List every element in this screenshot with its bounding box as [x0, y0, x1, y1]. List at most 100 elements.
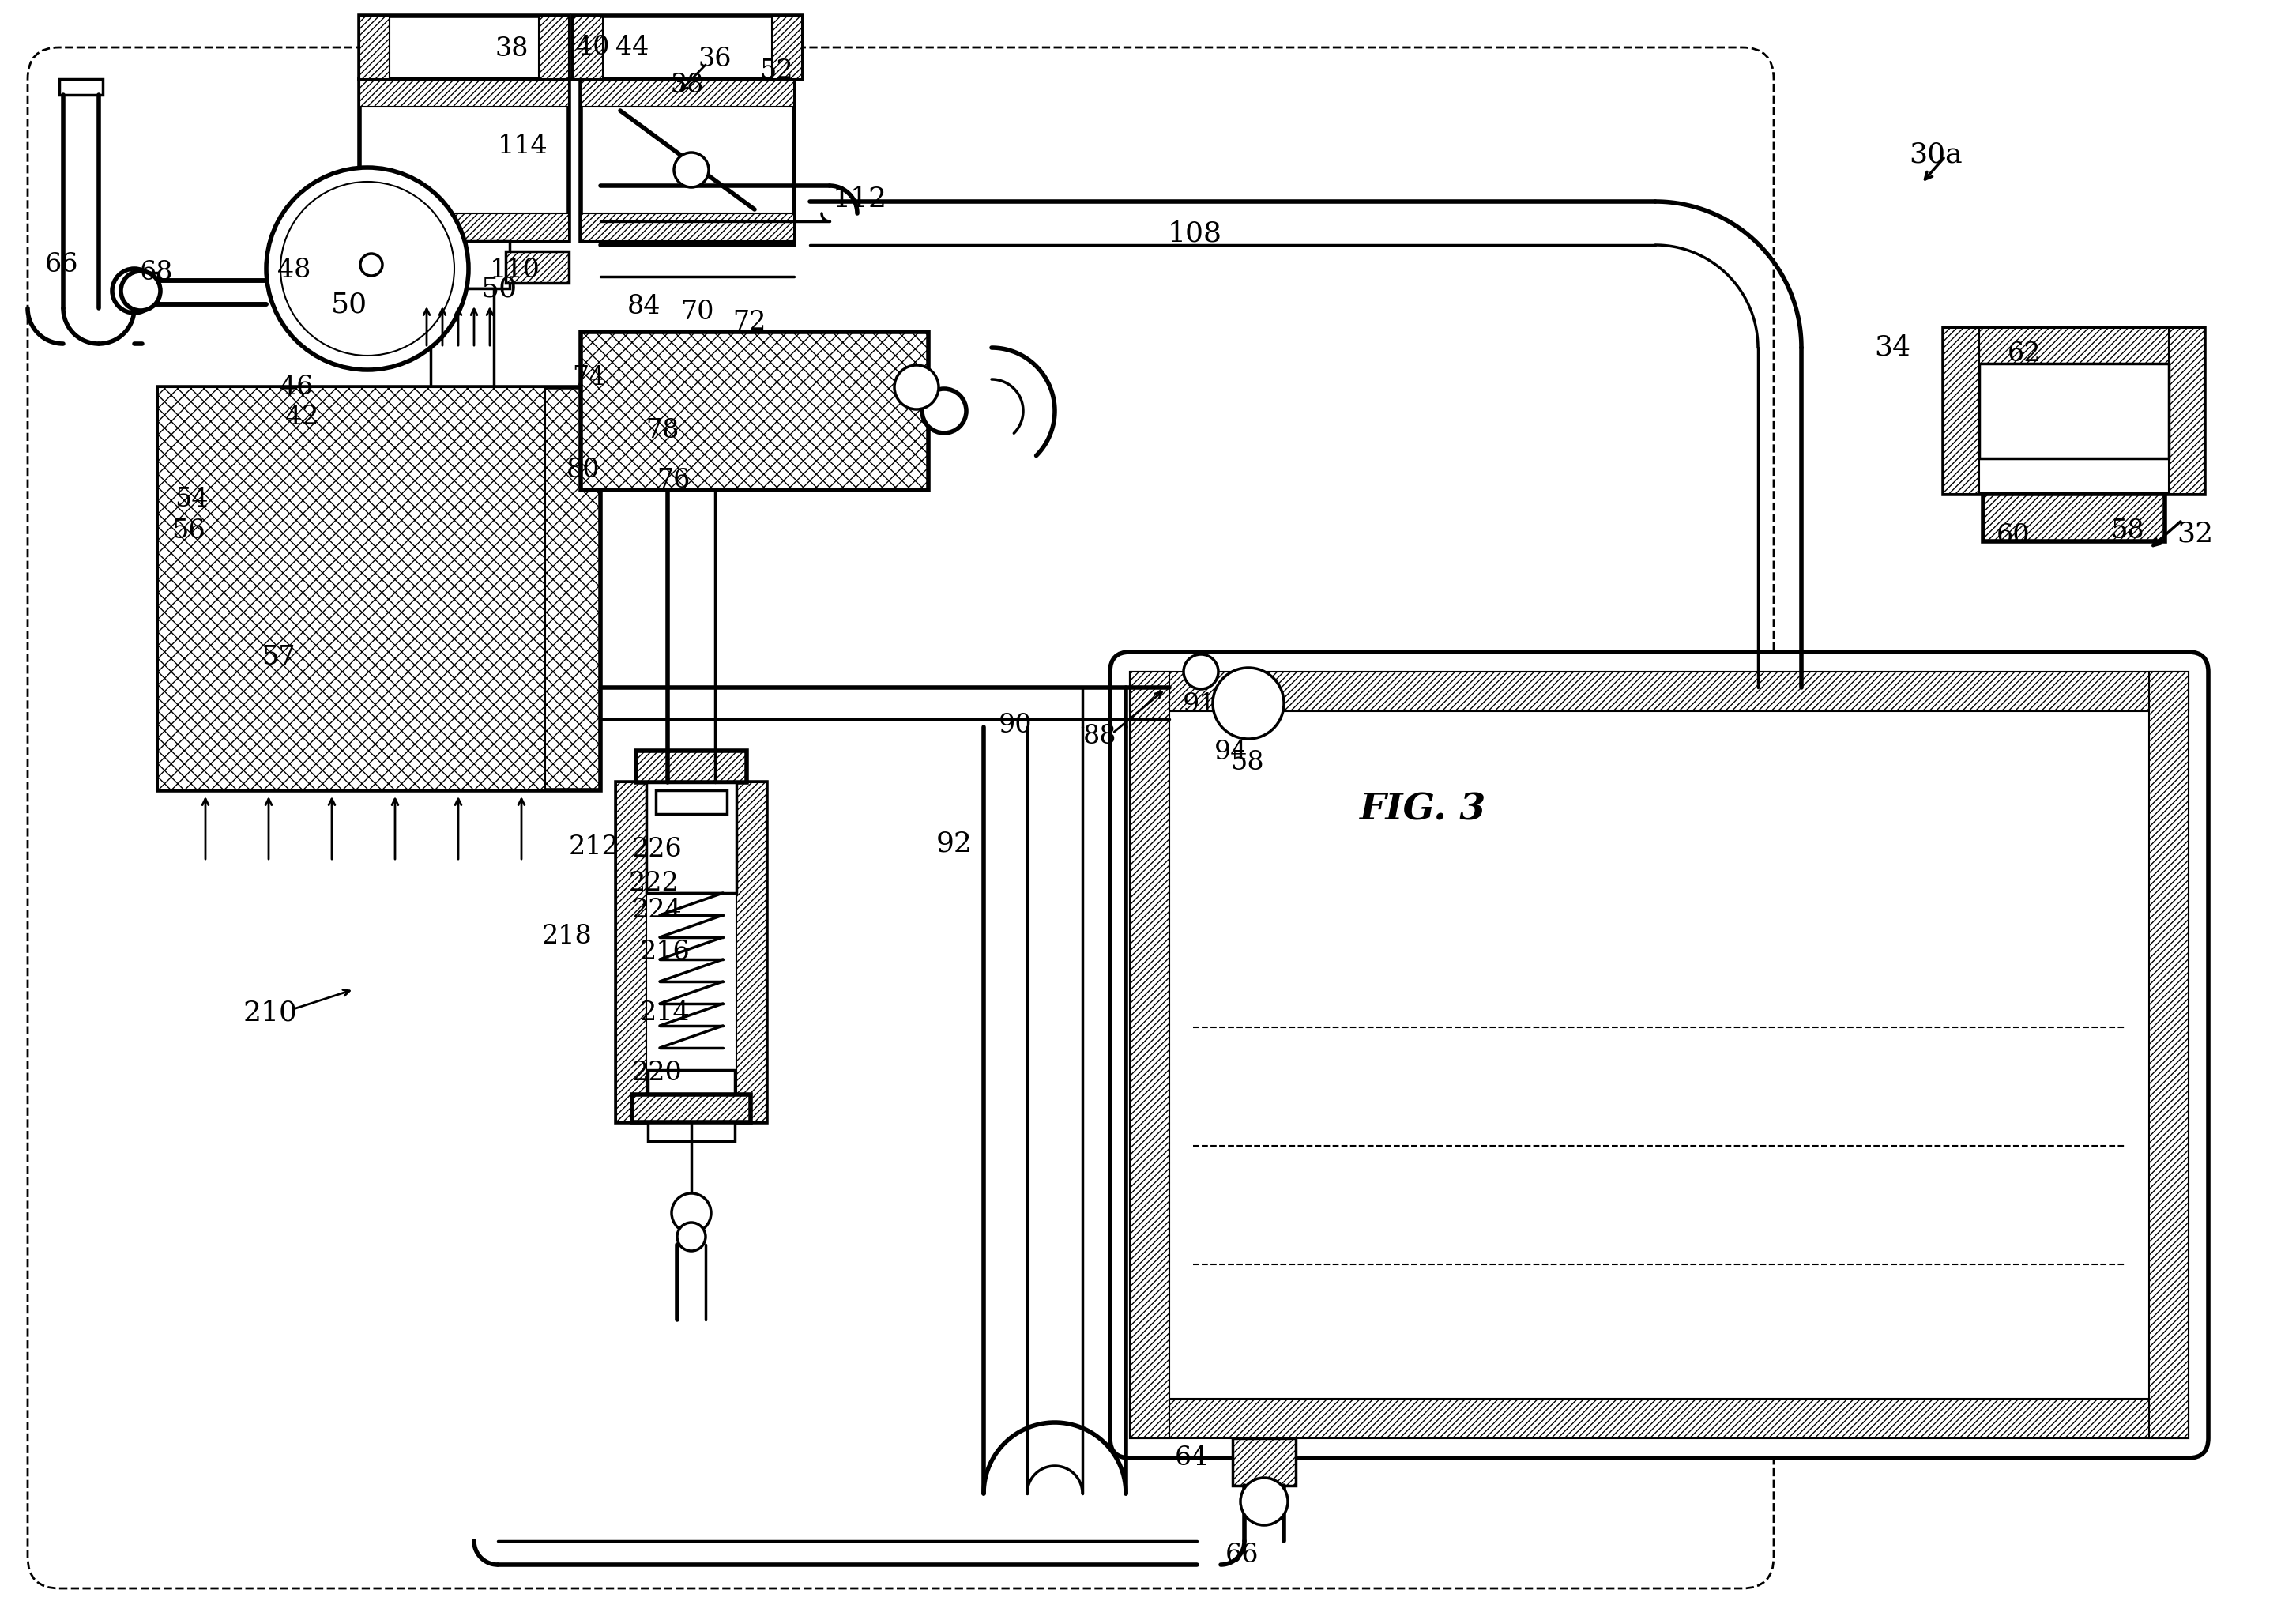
Text: 74: 74 [572, 364, 606, 390]
Text: 91: 91 [1182, 692, 1217, 718]
Text: 66: 66 [46, 253, 78, 277]
Circle shape [1212, 667, 1283, 739]
Text: 76: 76 [657, 468, 689, 492]
Bar [615, 782, 645, 1123]
Bar [505, 251, 569, 284]
Bar [360, 16, 569, 79]
Bar [540, 16, 569, 79]
Text: 50: 50 [482, 275, 517, 301]
Circle shape [675, 152, 709, 188]
Text: 210: 210 [243, 1000, 298, 1027]
Bar [1945, 327, 2204, 363]
Bar [572, 16, 604, 79]
Circle shape [670, 1194, 712, 1233]
Text: 94: 94 [1215, 740, 1247, 765]
Bar [1984, 494, 2165, 541]
Text: 64: 64 [1176, 1445, 1208, 1471]
Text: 57: 57 [262, 645, 294, 671]
Text: 222: 222 [629, 872, 680, 896]
Bar [771, 16, 801, 79]
Text: 66: 66 [1226, 1542, 1258, 1568]
Bar [360, 79, 569, 107]
Bar [1130, 672, 2188, 711]
Text: 114: 114 [498, 133, 549, 159]
Bar [158, 387, 602, 791]
Text: 84: 84 [627, 293, 661, 319]
Text: 226: 226 [631, 838, 682, 862]
Circle shape [895, 364, 939, 410]
Bar [737, 782, 767, 1123]
Text: 90: 90 [999, 713, 1033, 739]
Text: FIG. 3: FIG. 3 [1359, 792, 1486, 828]
Bar [581, 332, 928, 489]
Bar [360, 16, 390, 79]
Bar [1979, 363, 2170, 458]
Text: 42: 42 [285, 405, 319, 429]
Bar [581, 79, 794, 107]
Text: 36: 36 [698, 47, 732, 71]
Text: 212: 212 [569, 834, 620, 860]
Bar [581, 79, 794, 241]
Circle shape [360, 254, 383, 275]
Bar [1945, 327, 1979, 494]
Text: 30a: 30a [1908, 141, 1963, 167]
Bar [647, 1069, 735, 1140]
Text: 108: 108 [1166, 220, 1221, 246]
Bar [1130, 672, 1169, 1439]
Bar [615, 782, 767, 1123]
Text: 58: 58 [1231, 750, 1263, 776]
Text: 38: 38 [496, 36, 528, 62]
Text: 214: 214 [641, 1001, 691, 1025]
Bar [133, 272, 158, 305]
Bar [1169, 656, 1327, 719]
Text: 68: 68 [140, 259, 172, 285]
Bar [432, 288, 494, 387]
Circle shape [122, 271, 161, 311]
Text: 56: 56 [172, 518, 204, 544]
Text: 44: 44 [615, 34, 650, 60]
Circle shape [1240, 1477, 1288, 1524]
Bar [1945, 327, 2204, 494]
Text: 58: 58 [2110, 518, 2144, 544]
Bar [645, 782, 737, 893]
Bar [636, 750, 746, 782]
Text: 60: 60 [1995, 523, 2030, 549]
Bar [2149, 672, 2188, 1439]
Text: 220: 220 [631, 1061, 682, 1085]
Text: 80: 80 [567, 457, 599, 483]
Text: 38: 38 [670, 73, 705, 97]
FancyBboxPatch shape [1109, 651, 2209, 1458]
Bar [581, 214, 794, 241]
Text: 78: 78 [645, 418, 680, 444]
Text: 50: 50 [331, 292, 367, 318]
Bar [572, 16, 801, 79]
Bar [158, 387, 544, 791]
Bar [60, 79, 103, 96]
Text: 92: 92 [937, 831, 974, 857]
Text: 34: 34 [1874, 334, 1910, 361]
Bar [360, 79, 569, 241]
Text: 224: 224 [631, 897, 682, 923]
Text: 62: 62 [2007, 342, 2041, 366]
Text: 32: 32 [2177, 520, 2213, 548]
Bar [1233, 1439, 1295, 1486]
Circle shape [266, 167, 468, 369]
Circle shape [113, 269, 156, 313]
Circle shape [280, 181, 455, 356]
Text: 216: 216 [641, 940, 691, 966]
Text: 218: 218 [542, 923, 592, 949]
Text: 110: 110 [489, 258, 540, 283]
Text: 70: 70 [680, 300, 714, 324]
Bar [2170, 327, 2204, 494]
Circle shape [923, 389, 967, 433]
Bar [631, 1095, 751, 1123]
Circle shape [677, 1223, 705, 1251]
Text: 46: 46 [280, 374, 312, 400]
Text: 48: 48 [278, 258, 310, 283]
Bar [360, 214, 569, 241]
Text: 52: 52 [760, 58, 792, 84]
Circle shape [1182, 654, 1219, 688]
Bar [416, 241, 510, 288]
Text: 88: 88 [1084, 724, 1116, 748]
Bar [1130, 1398, 2188, 1439]
